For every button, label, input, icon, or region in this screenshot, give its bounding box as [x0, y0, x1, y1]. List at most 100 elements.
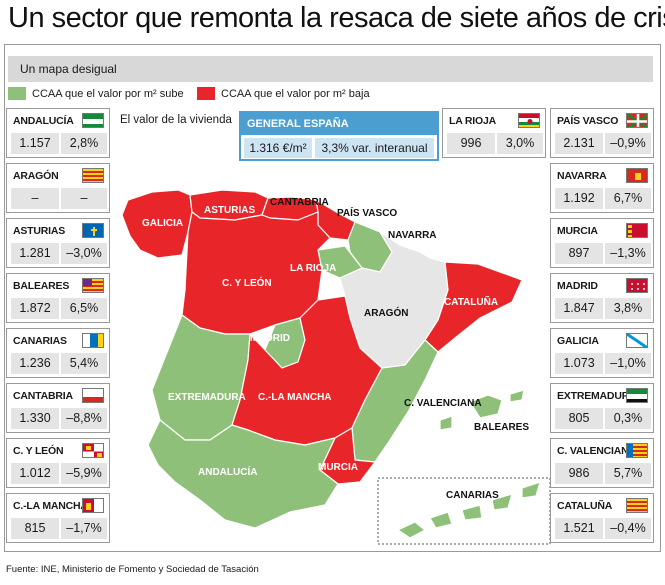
- region-card-asturias: ASTURIAS 1.281 –3,0%: [6, 218, 110, 268]
- map-label-galicia: GALICIA: [142, 218, 184, 229]
- region-card-name: C. Y LEÓN: [13, 445, 64, 457]
- region-card-canarias: CANARIAS 1.236 5,4%: [6, 328, 110, 378]
- legend-up: CCAA que el valor por m² sube: [8, 87, 184, 100]
- region-flag-icon: [82, 388, 104, 403]
- region-card-cvalenciana: C. VALENCIANA 986 5,7%: [550, 438, 654, 488]
- region-card-name: GALICIA: [557, 335, 599, 347]
- region-card-name: C.-LA MANCHA: [13, 500, 88, 512]
- region-card-change: 3,0%: [497, 133, 543, 154]
- region-card-change: 6,5%: [61, 298, 107, 319]
- region-card-change: –8,8%: [61, 408, 107, 429]
- region-flag-icon: [82, 223, 104, 238]
- region-flag-icon: [626, 333, 648, 348]
- region-flag-icon: [82, 278, 104, 293]
- region-card-change: 5,7%: [605, 463, 651, 484]
- region-card-paisvasco: PAÍS VASCO 2.131 –0,9%: [550, 108, 654, 158]
- region-card-price: 1.192: [555, 188, 603, 209]
- map-label-madrid: MADRID: [250, 333, 290, 344]
- region-flag-icon: [82, 498, 104, 513]
- region-card-change: 2,8%: [61, 133, 107, 154]
- region-card-name: MURCIA: [557, 225, 598, 237]
- region-flag-icon: [626, 388, 648, 403]
- region-flag-icon: [82, 333, 104, 348]
- legend-up-label: CCAA que el valor por m² sube: [32, 87, 184, 100]
- page-title: Un sector que remonta la resaca de siete…: [8, 2, 665, 34]
- map-label-murcia: MURCIA: [318, 462, 358, 473]
- region-canarias-1: [397, 521, 426, 539]
- region-card-change: 3,8%: [605, 298, 651, 319]
- map-label-cantabria: CANTABRIA: [270, 197, 329, 208]
- region-card-name: EXTREMADURA: [557, 390, 637, 402]
- region-card-change: –1,7%: [61, 518, 107, 539]
- region-card-price: 1.330: [11, 408, 59, 429]
- region-card-price: 897: [555, 243, 603, 264]
- region-card-clamancha: C.-LA MANCHA 815 –1,7%: [6, 493, 110, 543]
- map-label-larioja: LA RIOJA: [290, 263, 337, 274]
- map-label-clamancha: C.-LA MANCHA: [258, 392, 332, 403]
- region-card-price: 986: [555, 463, 603, 484]
- map-label-cvalenciana: C. VALENCIANA: [404, 398, 482, 409]
- source-note: Fuente: INE, Ministerio de Fomento y Soc…: [6, 564, 259, 575]
- legend-down-swatch: [197, 87, 215, 100]
- region-baleares-mallorca: [469, 394, 503, 419]
- region-card-change: 6,7%: [605, 188, 651, 209]
- map-label-cyleon: C. Y LEÓN: [222, 278, 272, 289]
- legend-down-label: CCAA que el valor por m² baja: [221, 87, 370, 100]
- region-andalucia: [147, 419, 339, 529]
- spain-total-price: 1.316 €/m²: [244, 138, 312, 158]
- spain-total-change: 3,3% var. interanual: [315, 138, 434, 158]
- region-flag-icon: [626, 223, 648, 238]
- region-flag-icon: [82, 113, 104, 128]
- region-card-price: 996: [447, 133, 495, 154]
- region-card-change: 5,4%: [61, 353, 107, 374]
- region-card-name: NAVARRA: [557, 170, 607, 182]
- region-card-change: –5,9%: [61, 463, 107, 484]
- region-canarias-4: [491, 493, 513, 511]
- region-card-price: 1.847: [555, 298, 603, 319]
- region-card-change: –0,4%: [605, 518, 651, 539]
- region-card-name: CATALUÑA: [557, 500, 613, 512]
- map-label-aragon: ARAGÓN: [364, 308, 409, 319]
- region-cataluna: [424, 261, 523, 353]
- map-label-paisvasco: PAÍS VASCO: [337, 208, 398, 219]
- region-baleares-menorca: [509, 389, 525, 403]
- region-canarias-2: [429, 511, 453, 529]
- region-card-change: –3,0%: [61, 243, 107, 264]
- region-canarias-3: [461, 504, 483, 521]
- map-label-navarra: NAVARRA: [388, 230, 437, 241]
- region-card-cataluna: CATALUÑA 1.521 –0,4%: [550, 493, 654, 543]
- region-flag-icon: [626, 498, 648, 513]
- region-flag-icon: [626, 443, 648, 458]
- region-card-name: MADRID: [557, 280, 598, 292]
- region-card-cyleon: C. Y LEÓN 1.012 –5,9%: [6, 438, 110, 488]
- region-canarias-5: [521, 481, 541, 499]
- region-card-price: 805: [555, 408, 603, 429]
- region-card-change: –1,3%: [605, 243, 651, 264]
- region-card-price: 1.236: [11, 353, 59, 374]
- map-label-canarias: CANARIAS: [446, 490, 499, 501]
- region-card-name: ASTURIAS: [13, 225, 66, 237]
- region-flag-icon: [518, 113, 540, 128]
- region-card-andalucia: ANDALUCÍA 1.157 2,8%: [6, 108, 110, 158]
- region-card-name: PAÍS VASCO: [557, 115, 619, 127]
- legend-up-swatch: [8, 87, 26, 100]
- region-card-aragon: ARAGÓN – –: [6, 163, 110, 213]
- region-flag-icon: [626, 168, 648, 183]
- region-card-name: CANARIAS: [13, 335, 67, 347]
- region-card-price: 1.281: [11, 243, 59, 264]
- region-card-cantabria: CANTABRIA 1.330 –8,8%: [6, 383, 110, 433]
- region-card-baleares: BALEARES 1.872 6,5%: [6, 273, 110, 323]
- region-flag-icon: [82, 443, 104, 458]
- map-label-andalucia: ANDALUCÍA: [198, 467, 258, 478]
- region-card-change: 0,3%: [605, 408, 651, 429]
- region-card-price: 1.073: [555, 353, 603, 374]
- subtitle-bar: Un mapa desigual: [8, 56, 653, 82]
- region-card-name: ANDALUCÍA: [13, 115, 74, 127]
- region-card-price: 1.157: [11, 133, 59, 154]
- region-card-name: BALEARES: [13, 280, 70, 292]
- map-label-cataluna: CATALUÑA: [444, 297, 499, 308]
- region-card-price: 1.872: [11, 298, 59, 319]
- value-label: El valor de la vivienda: [120, 114, 232, 126]
- region-card-price: 815: [11, 518, 59, 539]
